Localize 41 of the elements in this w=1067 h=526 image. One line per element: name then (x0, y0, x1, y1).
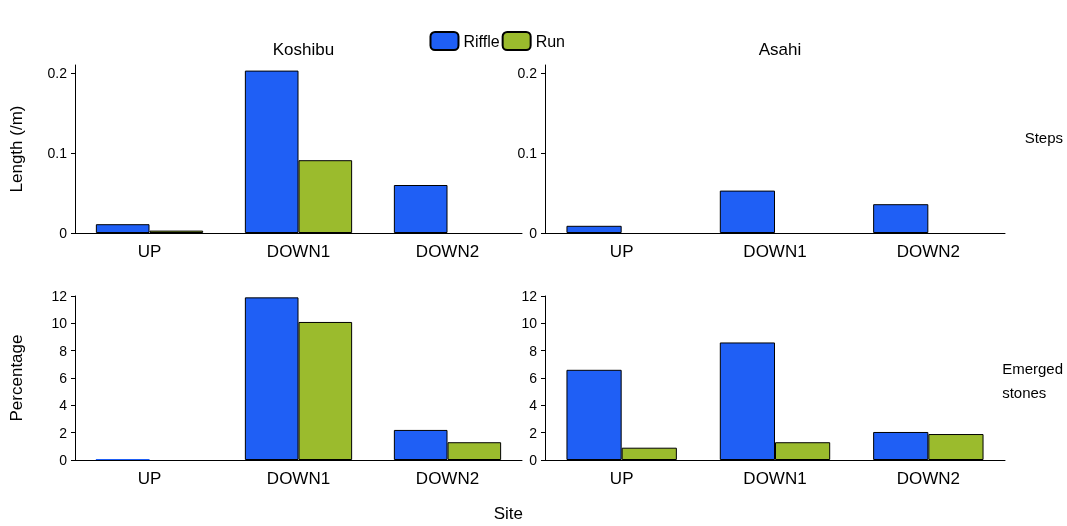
x-tick-label: DOWN2 (896, 242, 960, 261)
y-tick-label: 0.2 (517, 65, 538, 81)
x-tick-label: UP (609, 242, 634, 261)
x-tick-label: DOWN1 (266, 469, 331, 488)
x-tick-label: UP (609, 469, 634, 488)
y-tick-label: 8 (529, 342, 538, 359)
x-tick-label: DOWN1 (266, 242, 331, 261)
y-tick-label: 0 (529, 452, 538, 468)
chart-title: Koshibu (272, 40, 335, 59)
x-tick-label: DOWN1 (743, 469, 807, 488)
y-tick-label: 8 (59, 342, 68, 359)
x-axis-title: Site (493, 504, 523, 523)
y-tick-label: 0 (529, 225, 538, 241)
y-tick-label: 10 (51, 315, 68, 332)
y-tick-label: 10 (521, 315, 538, 332)
legend-label: Run (535, 32, 566, 50)
x-tick-label: DOWN1 (743, 242, 807, 261)
y-tick-label: 4 (59, 397, 68, 414)
y-tick-label: 0.1 (517, 145, 538, 161)
x-tick-label: UP (137, 242, 162, 261)
legend-label: Riffle (463, 32, 500, 50)
x-tick-label: UP (137, 469, 162, 488)
y-tick-label: 2 (59, 424, 68, 441)
annotation: Emerged stones (1002, 359, 1064, 401)
y-tick-label: 0.2 (47, 65, 68, 81)
y-axis-title: Percentage (7, 334, 26, 422)
y-axis-title: Length (/m) (7, 105, 26, 193)
y-tick-label: 2 (529, 424, 538, 441)
text: Steps (1024, 128, 1063, 146)
y-tick-label: 12 (521, 288, 538, 304)
y-tick-label: 6 (529, 370, 538, 386)
y-tick-label: 6 (59, 370, 68, 386)
y-tick-label: 0.1 (47, 145, 68, 161)
x-tick-label: DOWN2 (415, 469, 480, 488)
chart-title: Asahi (758, 40, 802, 59)
x-tick-label: DOWN2 (896, 469, 960, 488)
y-tick-label: 0 (59, 225, 68, 241)
y-tick-label: 0 (59, 452, 68, 468)
x-tick-label: DOWN2 (415, 242, 480, 261)
y-tick-label: 12 (51, 288, 68, 304)
y-tick-label: 4 (529, 397, 538, 414)
